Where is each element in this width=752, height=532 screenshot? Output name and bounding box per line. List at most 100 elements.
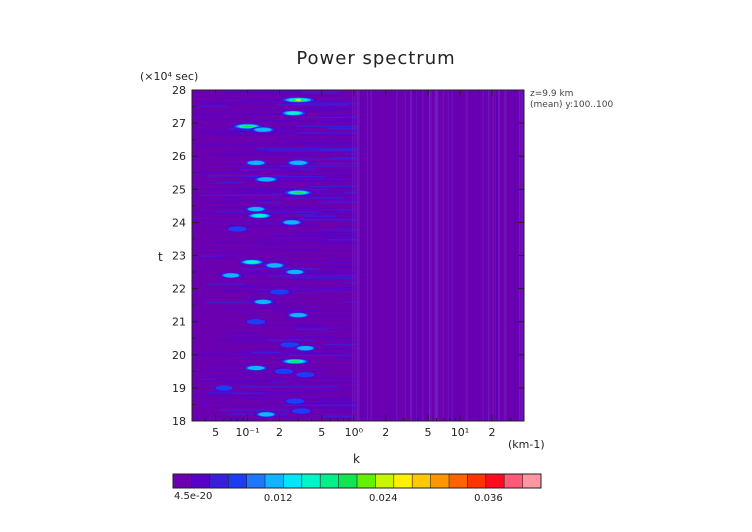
y-tick-label: 28 <box>172 84 186 97</box>
heatmap-hotspot <box>266 263 283 268</box>
heatmap-cell <box>277 170 358 172</box>
y-tick-label: 25 <box>172 183 186 196</box>
y-tick-label: 26 <box>172 150 186 163</box>
heatmap-cell <box>366 90 368 421</box>
heatmap-cell <box>297 125 358 128</box>
heatmap-cell <box>279 168 300 171</box>
heatmap-cell <box>211 256 234 258</box>
heatmap-cell <box>292 158 358 160</box>
heatmap-cell <box>311 162 358 165</box>
heatmap-cell <box>322 267 358 269</box>
colorbar-swatch <box>393 474 413 488</box>
colorbar-swatch <box>301 474 321 488</box>
heatmap-cell <box>352 90 354 421</box>
heatmap-cell <box>414 90 416 421</box>
heatmap-cell <box>208 391 295 393</box>
heatmap-cell <box>478 90 480 421</box>
heatmap-cell <box>244 142 356 145</box>
heatmap-cell <box>344 152 358 155</box>
colorbar-swatch <box>357 474 376 488</box>
heatmap-cell <box>208 201 241 203</box>
heatmap-cell <box>320 240 358 243</box>
heatmap-cell <box>204 301 254 304</box>
heatmap-cell <box>282 195 358 197</box>
heatmap-cell <box>447 90 449 421</box>
heatmap-cell <box>429 90 431 421</box>
heatmap-cell <box>344 301 358 303</box>
heatmap-cell <box>328 108 358 111</box>
heatmap-cell <box>210 375 265 377</box>
heatmap-cell <box>495 90 497 421</box>
heatmap-cell <box>192 395 268 397</box>
heatmap-cell <box>298 132 358 134</box>
heatmap-cell <box>346 266 358 269</box>
y-axis-unit: (×10⁴ sec) <box>140 70 199 83</box>
heatmap-hotspot <box>295 98 302 102</box>
heatmap-cell <box>228 406 264 408</box>
heatmap-cell <box>197 255 224 257</box>
heatmap-hotspot <box>280 342 300 348</box>
heatmap-cell <box>208 153 313 156</box>
heatmap-cell <box>207 393 227 395</box>
heatmap-cell <box>332 180 353 182</box>
heatmap-cell <box>481 90 483 421</box>
heatmap-cell <box>248 398 310 400</box>
heatmap-cell <box>494 90 496 421</box>
heatmap-cell <box>294 134 358 137</box>
heatmap-cell <box>317 101 358 104</box>
heatmap-cell <box>207 392 264 394</box>
heatmap-cell <box>414 90 416 421</box>
heatmap-hotspot <box>296 371 315 378</box>
colorbar-swatch <box>265 474 284 488</box>
heatmap-cell <box>327 127 358 130</box>
heatmap-cell <box>255 305 320 307</box>
heatmap-cell <box>318 265 358 267</box>
heatmap-cell <box>514 90 516 421</box>
heatmap-cell <box>226 199 269 202</box>
heatmap-cell <box>256 390 281 393</box>
heatmap-cell <box>288 197 344 199</box>
heatmap-cell <box>277 104 351 106</box>
heatmap-cell <box>229 151 333 153</box>
heatmap-cell <box>319 133 356 136</box>
heatmap-cell <box>287 397 358 399</box>
heatmap-cell <box>396 90 398 421</box>
heatmap-hotspots <box>213 96 318 418</box>
y-tick-label: 22 <box>172 283 186 296</box>
heatmap-cell <box>300 114 358 117</box>
heatmap-cell <box>267 236 358 238</box>
heatmap-cell <box>336 209 355 211</box>
heatmap-hotspot <box>244 260 259 264</box>
heatmap-cell <box>224 91 302 93</box>
x-tick-label: 10⁻¹ <box>235 426 259 439</box>
heatmap-hotspot <box>246 319 266 325</box>
heatmap-cell <box>428 90 430 421</box>
heatmap-hotspot <box>255 299 272 304</box>
heatmap-hotspot <box>289 360 301 363</box>
heatmap-cell <box>498 90 500 421</box>
heatmap-hotspot <box>215 385 233 391</box>
colorbar-tick-label: 0.036 <box>474 493 503 504</box>
heatmap-cell <box>447 90 449 421</box>
heatmap-cell <box>442 90 444 421</box>
heatmap-cell <box>265 150 358 152</box>
heatmap-cell <box>255 239 328 241</box>
heatmap-cell <box>213 206 277 209</box>
heatmap-cell <box>488 90 490 421</box>
heatmap-cell <box>199 194 283 196</box>
heatmap-cell <box>291 398 350 400</box>
heatmap-cell <box>370 90 372 421</box>
heatmap-cell <box>404 90 406 421</box>
heatmap-cell <box>452 90 454 421</box>
heatmap-cell <box>354 90 356 421</box>
heatmap-cell <box>241 297 295 300</box>
heatmap-cell <box>287 289 358 291</box>
heatmap-cell <box>203 104 237 106</box>
heatmap-cell <box>368 90 370 421</box>
heatmap-cell <box>198 132 289 134</box>
heatmap-cell <box>340 220 358 222</box>
annotation-height: z=9.9 km <box>530 89 574 99</box>
heatmap-cell <box>237 315 261 317</box>
heatmap-hotspot <box>257 177 276 182</box>
heatmap-cell <box>200 119 252 121</box>
